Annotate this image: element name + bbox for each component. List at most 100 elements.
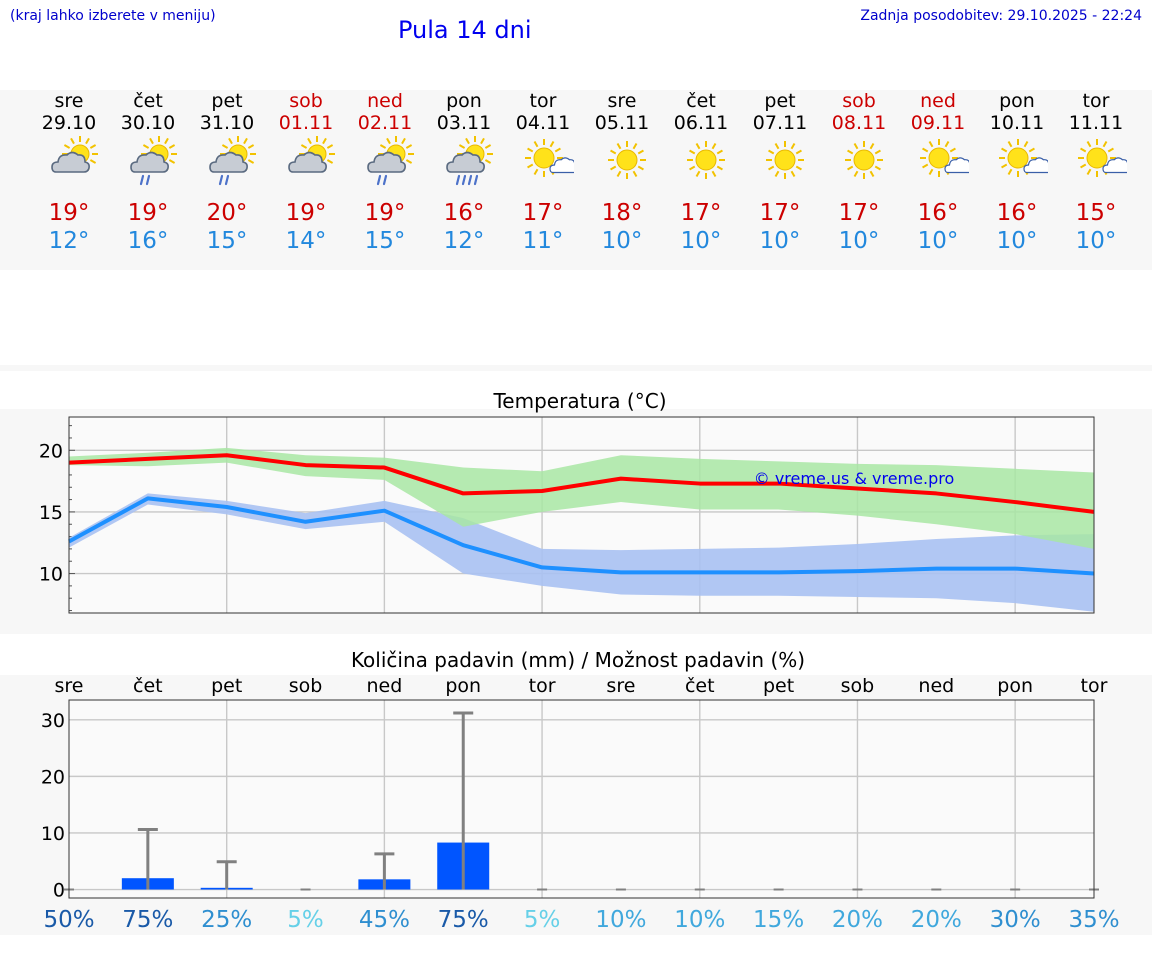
probability-label: 5% xyxy=(287,907,324,933)
separator xyxy=(0,365,1152,371)
day-column: pon 03.11 16° 12° xyxy=(425,90,503,270)
min-temperature: 10° xyxy=(838,228,880,254)
day-column: pet 07.11 17° 10° xyxy=(741,90,819,270)
day-name: sre xyxy=(607,90,637,112)
sun-icon xyxy=(766,141,804,179)
day-name: pet xyxy=(764,90,796,112)
probability-label: 10% xyxy=(674,907,725,933)
day-name: tor xyxy=(529,90,557,112)
min-temperature: 15° xyxy=(364,228,406,254)
probability-label: 75% xyxy=(122,907,173,933)
max-temperature: 19° xyxy=(127,200,169,226)
probability-label: 30% xyxy=(990,907,1041,933)
day-date: 29.10 xyxy=(41,112,97,134)
probability-label: 50% xyxy=(43,907,94,933)
min-temperature: 10° xyxy=(917,228,959,254)
day-column: tor 04.11 17° 11° xyxy=(504,90,582,270)
sun-icon xyxy=(608,141,646,179)
day-category-label: tor xyxy=(1081,675,1108,697)
day-category-label: čet xyxy=(685,675,715,697)
day-column: tor 11.11 15° 10° xyxy=(1057,90,1135,270)
sun-disc xyxy=(774,149,796,171)
sun-small-cloud-icon xyxy=(920,139,969,177)
day-name: čet xyxy=(133,90,163,112)
rain-sun-icon xyxy=(130,136,177,186)
max-temperature-band xyxy=(69,447,1094,549)
heavy-rain-sun-icon xyxy=(446,136,493,186)
y-tick-label: 10 xyxy=(41,823,65,845)
sun-disc xyxy=(1007,147,1029,169)
sun-disc xyxy=(853,149,875,171)
max-temperature-line xyxy=(68,453,1095,514)
cloudy-sun-icon xyxy=(288,136,335,173)
cloud-shape xyxy=(944,157,969,174)
day-date: 08.11 xyxy=(831,112,887,134)
day-date: 11.11 xyxy=(1068,112,1124,134)
day-date: 06.11 xyxy=(673,112,729,134)
cloud-shape xyxy=(209,151,248,173)
y-tick-label: 20 xyxy=(41,766,65,788)
min-temperature: 10° xyxy=(1075,228,1117,254)
day-category-label: pet xyxy=(763,675,794,697)
day-category-label: sob xyxy=(841,675,875,697)
cloud-shape xyxy=(1102,157,1127,174)
min-temperature: 11° xyxy=(522,228,564,254)
max-temperature: 16° xyxy=(996,200,1038,226)
probability-label: 20% xyxy=(911,907,962,933)
rain-drop xyxy=(473,174,479,186)
day-category-label: pon xyxy=(997,675,1033,697)
day-column: sre 05.11 18° 10° xyxy=(583,90,661,270)
cloud-shape xyxy=(549,157,574,174)
day-name: tor xyxy=(1082,90,1110,112)
max-temperature: 15° xyxy=(1075,200,1117,226)
sun-rays xyxy=(766,141,804,179)
rain-drop xyxy=(382,174,388,186)
probability-label: 15% xyxy=(753,907,804,933)
cloud-shape xyxy=(51,151,90,173)
day-category-label: sob xyxy=(289,675,323,697)
day-category-label: ned xyxy=(366,675,402,697)
temperature-chart: Temperatura (°C) 10 15 20 © vreme.us & vreme… xyxy=(0,389,1152,634)
day-name: ned xyxy=(920,90,956,112)
probability-label: 20% xyxy=(832,907,883,933)
day-column: ned 02.11 19° 15° xyxy=(346,90,424,270)
last-update: Zadnja posodobitev: 29.10.2025 - 22:24 xyxy=(860,8,1142,24)
day-column: sre 29.10 19° 12° xyxy=(30,90,108,270)
day-date: 05.11 xyxy=(594,112,650,134)
min-temperature: 10° xyxy=(601,228,643,254)
probability-label: 10% xyxy=(595,907,646,933)
cloud-shape xyxy=(130,151,169,173)
sun-icon xyxy=(687,141,725,179)
day-date: 01.11 xyxy=(278,112,334,134)
sun-small-cloud-icon xyxy=(1078,139,1127,177)
min-temperature: 14° xyxy=(285,228,327,254)
rain-drop xyxy=(461,174,467,186)
day-name: čet xyxy=(686,90,716,112)
sun-disc xyxy=(533,147,555,169)
day-category-label: sre xyxy=(55,675,84,697)
max-temperature: 19° xyxy=(48,200,90,226)
temperature-chart-title: Temperatura (°C) xyxy=(492,389,666,413)
rain-drop xyxy=(145,174,151,186)
day-date: 09.11 xyxy=(910,112,966,134)
day-column: pet 31.10 20° 15° xyxy=(188,90,266,270)
day-name: pet xyxy=(211,90,243,112)
day-category-label: čet xyxy=(133,675,163,697)
day-column: sob 08.11 17° 10° xyxy=(820,90,898,270)
probability-label: 75% xyxy=(438,907,489,933)
y-tick-label: 0 xyxy=(53,880,65,902)
y-tick-label: 20 xyxy=(39,440,63,462)
sun-rays xyxy=(608,141,646,179)
precipitation-chart-title: Količina padavin (mm) / Možnost padavin … xyxy=(351,648,805,672)
probability-label: 35% xyxy=(1068,907,1119,933)
day-category-label: sre xyxy=(606,675,635,697)
day-column: čet 06.11 17° 10° xyxy=(662,90,740,270)
cloud-shape xyxy=(1023,157,1048,174)
max-temperature: 18° xyxy=(601,200,643,226)
max-temperature: 17° xyxy=(759,200,801,226)
forecast-strip: sre 29.10 19° 12° čet 30.10 19° 16° pet 31.10 20° 1… xyxy=(0,90,1152,270)
min-temperature: 16° xyxy=(127,228,169,254)
sun-rays xyxy=(687,141,725,179)
sun-icon xyxy=(845,141,883,179)
day-date: 07.11 xyxy=(752,112,808,134)
